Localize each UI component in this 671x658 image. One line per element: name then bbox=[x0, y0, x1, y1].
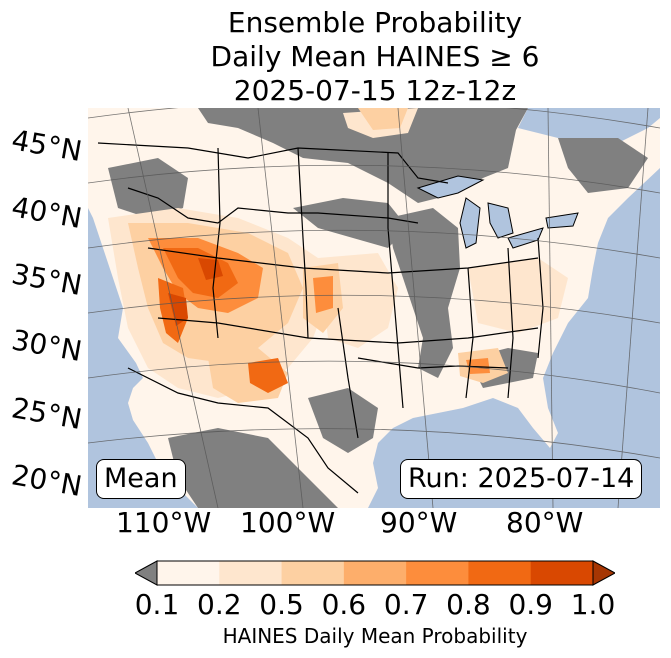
lon-label-100: 100°W bbox=[240, 506, 336, 539]
colorbar-tick-label: 0.6 bbox=[321, 588, 367, 621]
run-date-box: Run: 2025-07-14 bbox=[400, 459, 643, 499]
colorbar-bin bbox=[406, 561, 469, 585]
map-panel: Mean Run: 2025-07-14 bbox=[88, 108, 660, 508]
lat-label-25: 25°N bbox=[9, 391, 85, 437]
colorbar-tick-label: 0.7 bbox=[383, 588, 429, 621]
political-borders bbox=[97, 142, 544, 494]
great-lakes bbox=[416, 175, 579, 249]
colorbar-tick-label: 1.0 bbox=[570, 588, 616, 621]
prob-0.7-alabama bbox=[466, 358, 490, 374]
no-data-northeast bbox=[558, 138, 648, 193]
lat-label-35: 35°N bbox=[9, 257, 85, 303]
title-line-2: Daily Mean HAINES ≥ 6 bbox=[210, 40, 540, 73]
colorbar-bin bbox=[281, 561, 345, 585]
colorbar-tick-label: 0.2 bbox=[197, 588, 242, 621]
colorbar-label: HAINES Daily Mean Probability bbox=[222, 624, 528, 648]
colorbar-tick-label: 0.5 bbox=[259, 588, 304, 621]
colorbar-bin bbox=[530, 561, 594, 585]
colorbar-under-arrow bbox=[135, 560, 158, 586]
colorbar-tick-label: 0.1 bbox=[134, 588, 180, 621]
colorbar bbox=[135, 560, 615, 586]
prob-0.8-nevada bbox=[163, 248, 238, 298]
colorbar-tick-label: 0.9 bbox=[508, 588, 553, 621]
lon-label-90: 90°W bbox=[380, 506, 458, 539]
lat-label-30: 30°N bbox=[9, 323, 85, 369]
title-line-3: 2025-07-15 12z-12z bbox=[233, 74, 517, 107]
lon-label-110: 110°W bbox=[116, 506, 212, 539]
prob-0.7-kansas bbox=[313, 276, 333, 313]
colorbar-bin bbox=[157, 561, 220, 585]
no-data-midwest bbox=[388, 208, 460, 378]
prob-0.2-east bbox=[468, 258, 568, 333]
colorbar-over-arrow bbox=[592, 560, 615, 586]
no-data-mexico bbox=[168, 428, 338, 508]
mean-label-box: Mean bbox=[96, 459, 186, 499]
lon-label-80: 80°W bbox=[506, 506, 584, 539]
prob-0.9-cal-az bbox=[168, 293, 188, 326]
prob-0.9-utah bbox=[198, 258, 223, 280]
no-data-northern-plains bbox=[293, 198, 408, 248]
no-data-texas bbox=[308, 388, 378, 453]
colorbar-tick-label: 0.8 bbox=[446, 588, 491, 621]
graticule bbox=[88, 108, 660, 508]
map-canvas bbox=[88, 108, 660, 508]
colorbar-bin bbox=[343, 561, 407, 585]
no-data-northwest bbox=[108, 158, 188, 218]
lat-label-45: 45°N bbox=[9, 123, 85, 169]
colorbar-bin bbox=[219, 561, 283, 585]
lat-label-40: 40°N bbox=[9, 190, 85, 236]
lat-label-20: 20°N bbox=[9, 458, 85, 504]
title-line-1: Ensemble Probability bbox=[227, 6, 523, 39]
prob-0.5-north bbox=[358, 108, 408, 130]
prob-0.8-southwest bbox=[248, 358, 288, 393]
colorbar-bin bbox=[468, 561, 532, 585]
